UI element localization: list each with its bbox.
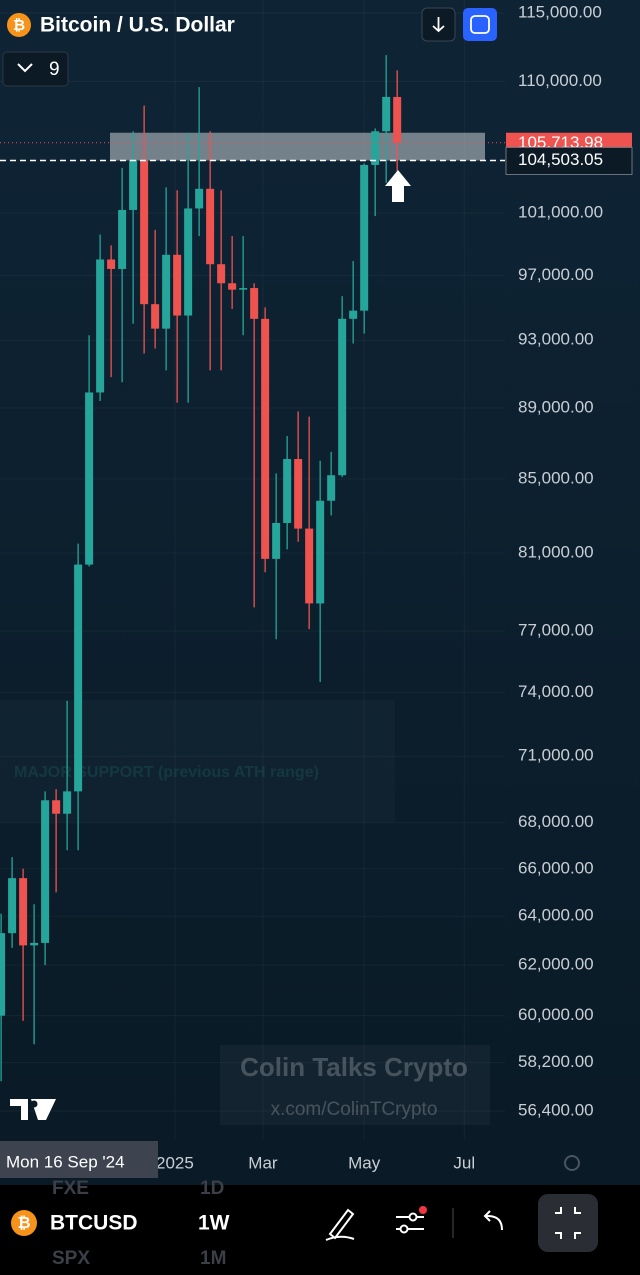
candle-body: [140, 160, 149, 305]
candle-body: [360, 164, 369, 311]
candle-body: [206, 188, 215, 265]
candle-body: [184, 208, 193, 316]
candle-body: [74, 564, 83, 792]
y-tick-label: 97,000.00: [518, 265, 594, 284]
tv-logo: [10, 1099, 56, 1120]
y-tick-label: 64,000.00: [518, 906, 594, 925]
y-tick-label: 110,000.00: [518, 71, 602, 90]
y-tick-label: 62,000.00: [518, 955, 594, 974]
candle-body: [371, 131, 380, 165]
y-tick-label: 81,000.00: [518, 543, 594, 562]
horizontal-line-label: 104,503.05: [518, 150, 603, 169]
candle-body: [63, 791, 72, 814]
candle-body: [382, 96, 391, 132]
y-tick-label: 60,000.00: [518, 1005, 594, 1024]
sync-button[interactable]: [463, 8, 497, 41]
watermark-title: Colin Talks Crypto: [240, 1052, 468, 1082]
notification-dot: [419, 1206, 427, 1214]
y-tick-label: 85,000.00: [518, 468, 594, 487]
y-tick-label: 66,000.00: [518, 858, 594, 877]
candle-body: [8, 878, 17, 934]
chevron: [17, 63, 33, 73]
y-tick-label: 71,000.00: [518, 746, 594, 765]
candle-body: [0, 933, 6, 1016]
candle-body: [30, 942, 39, 946]
candle-body: [129, 160, 138, 210]
slider-knob: [399, 1224, 409, 1234]
crosshair-label-box: [0, 1141, 158, 1178]
fullscreen-button[interactable]: [538, 1194, 598, 1252]
crosshair-label: Mon 16 Sep '24: [6, 1152, 125, 1171]
btc-icon: [7, 13, 31, 37]
candle-body: [338, 318, 347, 476]
interval[interactable]: 1W: [198, 1212, 230, 1235]
candle-body: [41, 800, 50, 943]
menu-behind-item: 1M: [200, 1248, 226, 1269]
btc-icon-glyph: ₿: [13, 17, 25, 34]
y-tick-label: 68,000.00: [518, 812, 594, 831]
slider-knob: [408, 1212, 418, 1222]
candle-body: [228, 283, 237, 290]
candle-body: [151, 304, 160, 329]
draw-tool-icon[interactable]: [325, 1208, 355, 1241]
candle-body: [52, 800, 61, 814]
tv-logo-dot: [30, 1100, 38, 1108]
candle-body: [305, 528, 314, 604]
candle-body: [85, 392, 94, 565]
chart-title: Bitcoin / U.S. Dollar: [40, 14, 235, 37]
menu-behind-item: 1D: [200, 1178, 224, 1199]
candle-body: [239, 288, 248, 290]
indicators-toggle[interactable]: [2, 51, 69, 87]
candle-body: [250, 288, 259, 319]
candle-body: [107, 259, 116, 269]
y-tick-label: 56,400.00: [518, 1101, 594, 1120]
candle-body: [195, 188, 204, 209]
y-tick-label: 77,000.00: [518, 621, 594, 640]
sync-icon: [470, 15, 490, 34]
fullscreen-icon: [555, 1207, 581, 1239]
horizontal-line-box: [505, 146, 633, 175]
candle-body: [217, 264, 226, 284]
candle-body: [96, 259, 105, 393]
x-tick-label: Mar: [248, 1153, 278, 1172]
support-zone: [110, 132, 485, 161]
candle-body: [283, 459, 292, 523]
watermark-subtitle: x.com/ColinTCrypto: [271, 1099, 438, 1120]
candle-body: [261, 318, 270, 559]
candle-body: [327, 475, 336, 501]
x-tick-label: 2025: [156, 1153, 194, 1172]
candle-body: [118, 209, 127, 269]
menu-behind-item: FXE: [52, 1178, 89, 1199]
candle-body: [316, 500, 325, 604]
download-icon: [432, 17, 445, 33]
candle-body: [294, 459, 303, 529]
y-tick-label: 58,200.00: [518, 1052, 594, 1071]
symbol-icon-glyph: ₿: [17, 1214, 30, 1232]
y-tick-label: 101,000.00: [518, 203, 603, 222]
settings-icon[interactable]: [564, 1155, 580, 1171]
x-tick-label: Jul: [453, 1153, 475, 1172]
symbol-icon: [11, 1210, 37, 1236]
toolbar: [0, 1185, 640, 1270]
indicator-count: 9: [49, 59, 60, 80]
candle-body: [349, 310, 358, 319]
menu-behind-item: SPX: [52, 1248, 90, 1269]
annotation-text: MAJOR SUPPORT (previous ATH range): [14, 764, 319, 781]
watermark-box: [220, 1045, 490, 1125]
y-tick-label: 115,000.00: [518, 2, 602, 21]
symbol[interactable]: BTCUSD: [50, 1212, 138, 1235]
y-tick-label: 93,000.00: [518, 330, 594, 349]
candle-body: [173, 254, 182, 316]
undo-icon[interactable]: [483, 1210, 503, 1231]
arrow-up: [385, 170, 411, 202]
candle-body: [393, 96, 402, 143]
candle-body: [19, 878, 28, 946]
y-tick-label: 74,000.00: [518, 682, 594, 701]
candle-body: [162, 254, 171, 329]
x-tick-label: May: [348, 1153, 381, 1172]
candle-body: [272, 522, 281, 559]
y-tick-label: 89,000.00: [518, 397, 594, 416]
